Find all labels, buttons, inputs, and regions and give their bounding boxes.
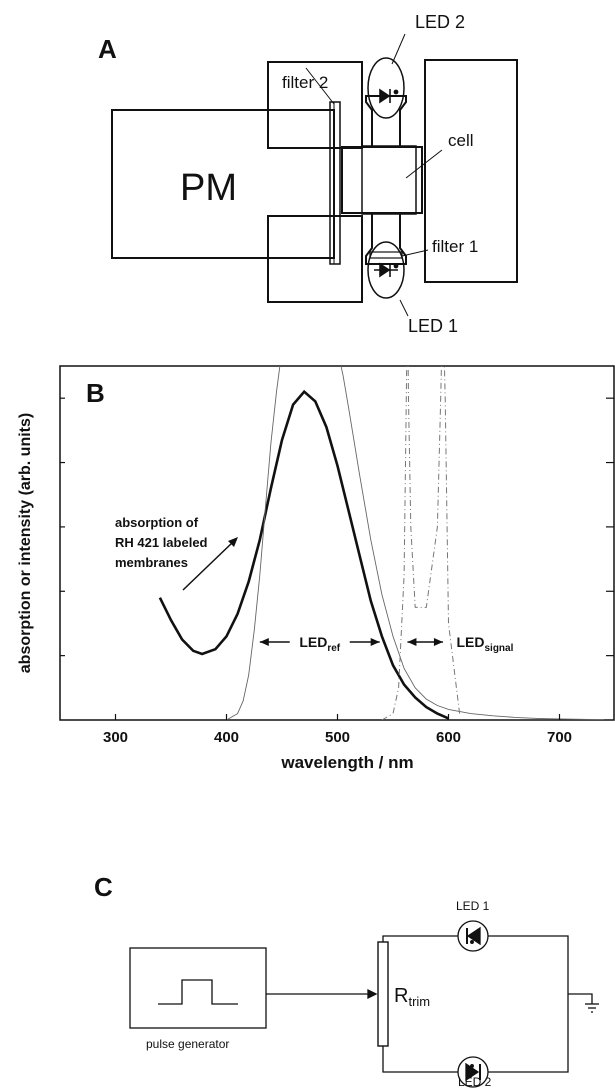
- led2-housing: [367, 57, 405, 119]
- x-tick-label-600: 600: [436, 729, 461, 746]
- cell-label: cell: [448, 131, 474, 150]
- series-group: [158, 366, 604, 720]
- series-line-2: [226, 366, 604, 720]
- led-ref-label: LEDref: [299, 634, 340, 654]
- circuit-led2-label: LED 2: [458, 1075, 492, 1088]
- panel-c-letter: C: [94, 872, 113, 902]
- filter2-label: filter 2: [282, 73, 328, 92]
- led-signal-arrow-head-left: [407, 638, 417, 646]
- housing-right: [424, 59, 518, 283]
- led-ref-label-bg: [289, 630, 350, 654]
- pulse-generator-label: pulse generator: [146, 1037, 229, 1051]
- leader-cell: [405, 149, 443, 179]
- x-tick-label-300: 300: [103, 729, 128, 746]
- ground-icon: [585, 1003, 599, 1013]
- panel-b-letter: B: [86, 378, 105, 408]
- pm-label: PM: [180, 167, 237, 209]
- x-tick-label-700: 700: [547, 729, 572, 746]
- cell: [361, 145, 417, 215]
- annotation-line-3: membranes: [115, 555, 188, 570]
- absorption-chart: 300 400 500 600 700 wavelength / nm absorption…: [17, 365, 615, 772]
- circuit-led1-label: LED 1: [456, 899, 490, 913]
- y-axis-label: absorption or intensity (arb. units): [17, 413, 34, 673]
- panel-a: A PM: [98, 12, 518, 336]
- panel-a-letter: A: [98, 34, 117, 64]
- ground-wire: [568, 993, 593, 1004]
- leader-filter1: [401, 249, 429, 257]
- filter-1: [369, 251, 403, 259]
- series-line-1: [158, 389, 450, 720]
- panel-c: C pulse generator Rtrim LED 1: [94, 872, 599, 1088]
- signal-arrow-icon: [367, 988, 378, 1000]
- leader-filter2: [305, 67, 335, 105]
- leader-led1: [399, 299, 409, 317]
- pulse-shape: [158, 979, 238, 1005]
- led1-label: LED 1: [408, 316, 458, 336]
- annotation-arrow-line: [182, 541, 234, 591]
- annotation-line-2: RH 421 labeled: [115, 535, 208, 550]
- led-ref-arrow-head-right: [370, 638, 380, 646]
- led-ref-arrow-head-left: [259, 638, 269, 646]
- annotation-line-1: absorption of: [115, 515, 199, 530]
- led-signal-arrow-head-right: [433, 638, 443, 646]
- led2-diode-icon: [374, 88, 399, 104]
- series-line-3: [381, 366, 461, 720]
- led2-circuit-icon: [457, 1056, 489, 1088]
- pulse-generator-box: [129, 947, 267, 1029]
- housing-upper-left: [267, 61, 363, 149]
- led1-housing: [367, 241, 405, 299]
- leader-led2: [391, 33, 406, 65]
- x-tick-label-500: 500: [325, 729, 350, 746]
- led1-channel: [365, 214, 407, 265]
- cell-holder: [341, 146, 423, 214]
- led2-label: LED 2: [415, 12, 465, 32]
- annotation-arrow-head: [228, 537, 238, 547]
- led2-channel: [365, 95, 407, 146]
- led-signal-label: LEDsignal: [456, 634, 513, 654]
- filter-2: [329, 101, 341, 265]
- r-trim-label: Rtrim: [394, 985, 430, 1009]
- trim-resistor: [377, 941, 389, 1047]
- x-tick-label-400: 400: [214, 729, 239, 746]
- circuit-loop: [382, 935, 569, 1073]
- led1-diode-icon: [374, 262, 399, 278]
- led1-circuit-icon: [457, 920, 489, 952]
- x-axis-label: wavelength / nm: [280, 753, 413, 772]
- filter1-label: filter 1: [432, 237, 478, 256]
